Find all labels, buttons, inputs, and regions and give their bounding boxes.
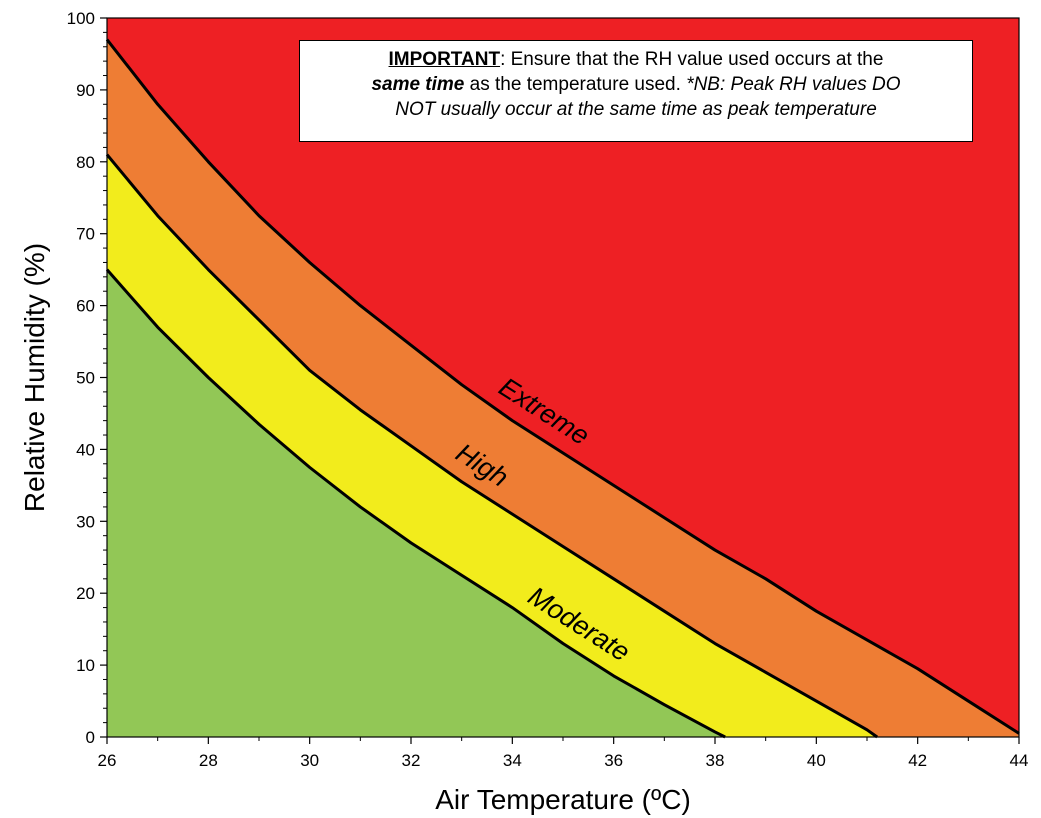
y-axis-title: Relative Humidity (%) (19, 243, 50, 512)
note-line-3: NOT usually occur at the same time as pe… (300, 97, 972, 122)
x-axis: 26 28 30 32 34 36 38 40 42 44 (98, 737, 1029, 770)
note-line-1: IMPORTANT: Ensure that the RH value used… (300, 47, 972, 72)
y-tick-label: 100 (67, 9, 95, 28)
x-tick-label: 44 (1010, 751, 1029, 770)
note-nb-line2: NOT usually occur at the same time as pe… (395, 99, 877, 120)
y-tick-label: 70 (76, 225, 95, 244)
x-tick-label: 28 (199, 751, 218, 770)
zone-fill-moderate (107, 269, 726, 737)
x-axis-title: Air Temperature (ºC) (435, 784, 691, 815)
y-tick-label: 40 (76, 440, 95, 459)
x-tick-label: 36 (604, 751, 623, 770)
note-text-part2: as the temperature used. (464, 74, 687, 95)
x-tick-label: 30 (300, 751, 319, 770)
x-tick-label: 26 (98, 751, 117, 770)
x-tick-label: 38 (706, 751, 725, 770)
y-tick-label: 30 (76, 512, 95, 531)
y-tick-label: 10 (76, 656, 95, 675)
y-axis: 0 10 20 30 40 50 60 70 80 90 100 (67, 9, 107, 747)
note-important-label: IMPORTANT (388, 49, 501, 70)
y-tick-label: 90 (76, 81, 95, 100)
boundary-line-extreme (105, 38, 1020, 735)
boundary-line-high (105, 153, 879, 739)
y-tick-label: 80 (76, 153, 95, 172)
boundary-line-moderate (105, 268, 726, 739)
y-tick-label: 50 (76, 369, 95, 388)
x-tick-label: 34 (503, 751, 522, 770)
y-tick-label: 20 (76, 584, 95, 603)
x-tick-label: 40 (807, 751, 826, 770)
important-note-box: IMPORTANT: Ensure that the RH value used… (299, 40, 973, 142)
y-tick-label: 60 (76, 297, 95, 316)
x-tick-label: 42 (908, 751, 927, 770)
note-line-2: same time as the temperature used. *NB: … (300, 72, 972, 97)
note-nb-line1: *NB: Peak RH values DO (686, 74, 901, 95)
y-tick-label: 0 (86, 728, 95, 747)
x-tick-label: 32 (402, 751, 421, 770)
note-text-part1: : Ensure that the RH value used occurs a… (500, 49, 884, 70)
boundary-lines (105, 38, 1020, 739)
note-same-time: same time (371, 74, 465, 95)
